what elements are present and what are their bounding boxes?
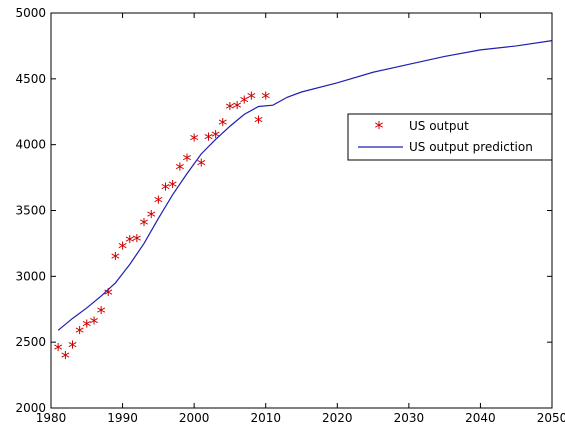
data-point: * — [261, 89, 270, 110]
data-point: * — [175, 160, 184, 181]
data-point: * — [61, 348, 70, 369]
data-point: * — [118, 239, 127, 260]
data-point: * — [132, 231, 141, 252]
data-point: * — [68, 337, 77, 358]
y-tick-label: 2500 — [15, 335, 46, 349]
series-layer: ****************************** — [54, 40, 553, 369]
y-tick-label: 3500 — [15, 204, 46, 218]
data-point: * — [54, 340, 63, 361]
legend-box — [347, 113, 553, 161]
y-tick-label: 4000 — [15, 138, 46, 152]
data-point: * — [168, 177, 177, 198]
data-point: * — [240, 93, 249, 114]
x-tick-label: 1980 — [36, 411, 67, 425]
legend-label-us-output: US output — [409, 119, 469, 133]
data-point: * — [190, 131, 199, 152]
x-tick-label: 2010 — [250, 411, 281, 425]
x-tick-label: 2040 — [465, 411, 496, 425]
axes-layer: 1980 1990 2000 2010 2020 2030 2040 2050 2000 2500… — [15, 6, 565, 425]
data-point: * — [111, 249, 120, 270]
data-point: * — [225, 99, 234, 120]
data-point: * — [125, 232, 134, 253]
data-point: * — [82, 316, 91, 337]
legend-marker-us-output: * — [375, 118, 384, 139]
data-point: * — [254, 112, 263, 133]
data-point: * — [75, 323, 84, 344]
plot-background — [51, 13, 552, 408]
x-tick-label: 1990 — [107, 411, 138, 425]
data-point: * — [140, 215, 149, 236]
data-point: * — [182, 150, 191, 171]
y-tick-label: 5000 — [15, 6, 46, 20]
y-tick-label: 3000 — [15, 269, 46, 283]
data-point: * — [89, 314, 98, 335]
data-point: * — [161, 179, 170, 200]
x-tick-label: 2050 — [537, 411, 565, 425]
data-point: * — [154, 193, 163, 214]
x-tick-label: 2030 — [394, 411, 425, 425]
series-line-us-output-prediction — [57, 40, 553, 331]
data-point: * — [147, 207, 156, 228]
data-point: * — [233, 98, 242, 119]
data-point: * — [197, 156, 206, 177]
data-point: * — [218, 115, 227, 136]
legend-label-us-output-prediction: US output prediction — [409, 140, 533, 154]
y-tick-label: 4500 — [15, 72, 46, 86]
x-tick-label: 2000 — [179, 411, 210, 425]
legend: * US output US output prediction — [347, 113, 553, 161]
data-point: * — [204, 129, 213, 150]
y-tick-label: 2000 — [15, 401, 46, 415]
data-point: * — [104, 285, 113, 306]
data-point: * — [211, 127, 220, 148]
data-point: * — [97, 303, 106, 324]
plot-area — [51, 13, 552, 408]
data-point: * — [247, 89, 256, 110]
x-tick-label: 2020 — [322, 411, 353, 425]
